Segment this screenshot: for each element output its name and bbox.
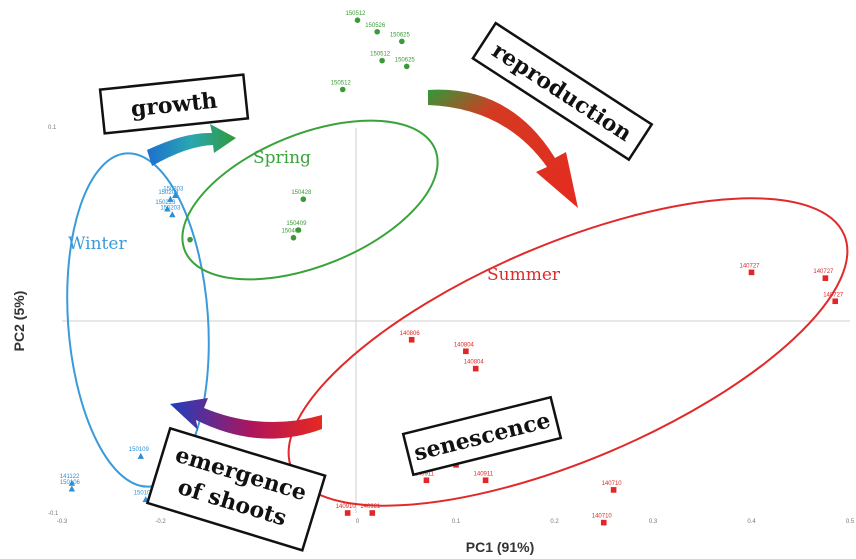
- spring-point: [187, 236, 193, 243]
- svg-text:reproduction: reproduction: [487, 37, 636, 147]
- spring-point-label: 150512: [346, 11, 367, 17]
- summer-label: Summer: [487, 265, 561, 285]
- winter-point: [68, 485, 76, 492]
- winter-label: Winter: [68, 234, 127, 254]
- winter-point: [68, 479, 76, 486]
- winter-point-label: 150223: [155, 200, 176, 206]
- winter-point-label: 150203: [163, 186, 184, 192]
- summer-point: [832, 298, 839, 305]
- spring-point: [399, 38, 405, 45]
- summer-point: [408, 336, 415, 343]
- spring-point: [374, 28, 381, 35]
- growth-arrow: [147, 124, 236, 166]
- x-tick-label: -0.3: [57, 519, 68, 525]
- winter-point-label: 150109: [134, 491, 155, 497]
- spring-point: [300, 196, 307, 203]
- winter-point: [164, 205, 171, 212]
- x-tick-label: -0.2: [155, 519, 166, 525]
- x-tick-label: 0.2: [550, 519, 559, 525]
- spring-point: [354, 17, 361, 24]
- x-axis-title: PC1 (91%): [466, 539, 534, 555]
- spring-point-label: 150625: [390, 32, 411, 38]
- x-tick-label: 0.1: [452, 519, 461, 525]
- growth-box: growth: [98, 73, 250, 135]
- summer-ellipse: [287, 197, 849, 507]
- summer-point: [748, 269, 755, 276]
- spring-point-label: 150512: [370, 52, 391, 58]
- spring-point-label: 150409: [281, 229, 302, 235]
- spring-point-label: 150409: [286, 221, 307, 227]
- summer-point: [822, 275, 829, 281]
- summer-point: [369, 510, 376, 516]
- spring-point-label: 150625: [395, 57, 416, 63]
- winter-ellipse: [66, 152, 210, 488]
- winter-point: [167, 195, 174, 202]
- y-tick-label: -0.1: [48, 511, 59, 517]
- spring-point-label: 150512: [331, 81, 352, 87]
- summer-point: [482, 477, 489, 484]
- spring-point: [295, 227, 302, 233]
- spring-ellipse: [181, 119, 439, 281]
- summer-point: [600, 519, 607, 526]
- summer-point-label: 140727: [740, 263, 761, 269]
- emergence-arrow: [170, 398, 322, 439]
- winter-point: [137, 452, 144, 459]
- summer-point: [344, 510, 351, 516]
- summer-point-label: 140910: [336, 504, 357, 510]
- summer-point-label: 140727: [823, 292, 844, 298]
- winter-point-label: 150106: [60, 480, 81, 486]
- summer-point-label: 140727: [813, 269, 834, 275]
- summer-point: [423, 477, 430, 484]
- summer-point-label: 140710: [592, 514, 613, 520]
- winter-point-label: 141122: [60, 474, 80, 480]
- spring-point-label: 150428: [291, 190, 312, 196]
- summer-point-label: 140710: [602, 481, 623, 487]
- spring-point: [290, 234, 297, 241]
- emergence-box: emergenceof shoots: [145, 426, 327, 552]
- tick-labels: -0.3-0.2-0.100.10.20.30.40.5-0.10.1: [48, 125, 855, 525]
- y-axis-title: PC2 (5%): [11, 291, 27, 352]
- summer-point-label: 140806: [400, 331, 421, 337]
- summer-point-label: 140911: [414, 471, 434, 477]
- x-tick-label: 0.5: [846, 519, 855, 525]
- spring-point-label: 150526: [365, 23, 386, 29]
- winter-point: [172, 191, 179, 198]
- summer-point: [463, 348, 469, 355]
- spring-point: [403, 63, 410, 70]
- winter-point-label: 150203: [158, 190, 179, 196]
- y-tick-label: 0.1: [48, 125, 57, 131]
- senescence-box: senescence: [401, 395, 563, 477]
- winter-point-label: 150203: [160, 206, 181, 212]
- summer-point: [472, 365, 479, 372]
- reproduction-arrow: [428, 89, 578, 208]
- summer-point-label: 140804: [454, 342, 475, 348]
- summer-point: [610, 487, 617, 493]
- winter-point-label: 150109: [129, 447, 150, 453]
- summer-point-label: 140921: [360, 504, 381, 510]
- x-tick-label: 0.3: [649, 519, 658, 525]
- spring-point: [379, 57, 385, 64]
- spring-point: [339, 86, 346, 93]
- x-tick-label: 0.4: [747, 519, 756, 525]
- winter-point: [169, 211, 176, 218]
- summer-point-label: 140804: [464, 360, 485, 366]
- summer-point-label: 140911: [474, 471, 494, 477]
- x-tick-label: 0: [356, 519, 360, 525]
- spring-label: Spring: [253, 148, 311, 168]
- reproduction-box: reproduction: [471, 21, 654, 162]
